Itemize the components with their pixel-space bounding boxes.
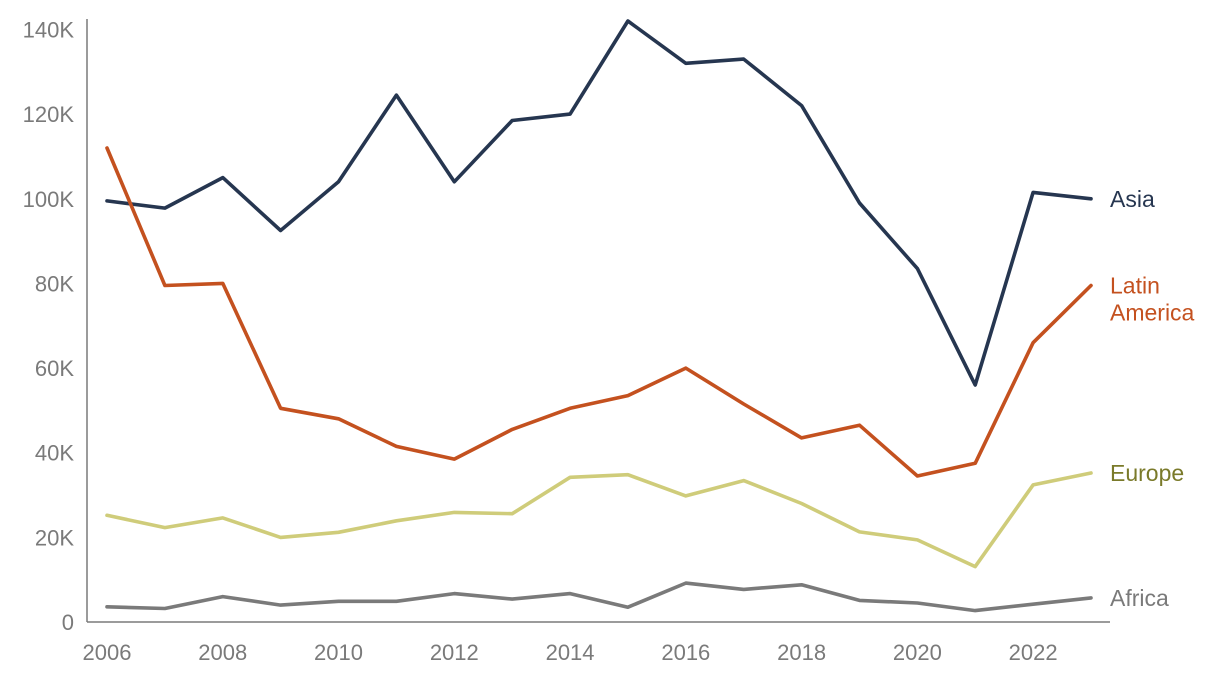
y-tick-label: 20K (35, 525, 74, 550)
y-tick-label: 60K (35, 356, 74, 381)
y-tick-label: 120K (23, 102, 75, 127)
x-tick-label: 2010 (314, 640, 363, 665)
x-tick-label: 2016 (661, 640, 710, 665)
series-labels: Asia Latin America Europe Africa (1110, 186, 1195, 611)
x-tick-label: 2018 (777, 640, 826, 665)
y-axis-ticks: 0 20K 40K 60K 80K 100K 120K 140K (23, 17, 75, 635)
x-tick-label: 2020 (893, 640, 942, 665)
series-line-europe (105, 471, 1093, 569)
axes (86, 19, 1110, 623)
series-label-europe: Europe (1110, 460, 1184, 486)
series-label-latin-america: Latin America (1110, 273, 1195, 326)
y-tick-label: 140K (23, 17, 75, 42)
x-tick-label: 2014 (546, 640, 595, 665)
series-label-line: Latin (1110, 273, 1160, 299)
x-tick-label: 2008 (198, 640, 247, 665)
x-tick-label: 2006 (83, 640, 132, 665)
series-line-africa (105, 581, 1093, 613)
series-label-line: America (1110, 300, 1195, 326)
y-tick-label: 80K (35, 271, 74, 296)
series-line-latin-america (105, 146, 1093, 478)
series-label-line: Europe (1110, 460, 1184, 486)
series-lines (105, 19, 1093, 613)
series-label-line: Asia (1110, 186, 1155, 212)
series-line-asia (105, 19, 1093, 387)
x-axis-ticks: 2006 2008 2010 2012 2014 2016 2018 2020 2022 (83, 640, 1058, 665)
series-label-line: Africa (1110, 585, 1169, 611)
y-tick-label: 40K (35, 441, 74, 466)
series-label-africa: Africa (1110, 585, 1169, 611)
y-tick-label: 0 (62, 610, 74, 635)
x-tick-label: 2012 (430, 640, 479, 665)
series-label-asia: Asia (1110, 186, 1155, 212)
y-tick-label: 100K (23, 187, 75, 212)
x-tick-label: 2022 (1009, 640, 1058, 665)
